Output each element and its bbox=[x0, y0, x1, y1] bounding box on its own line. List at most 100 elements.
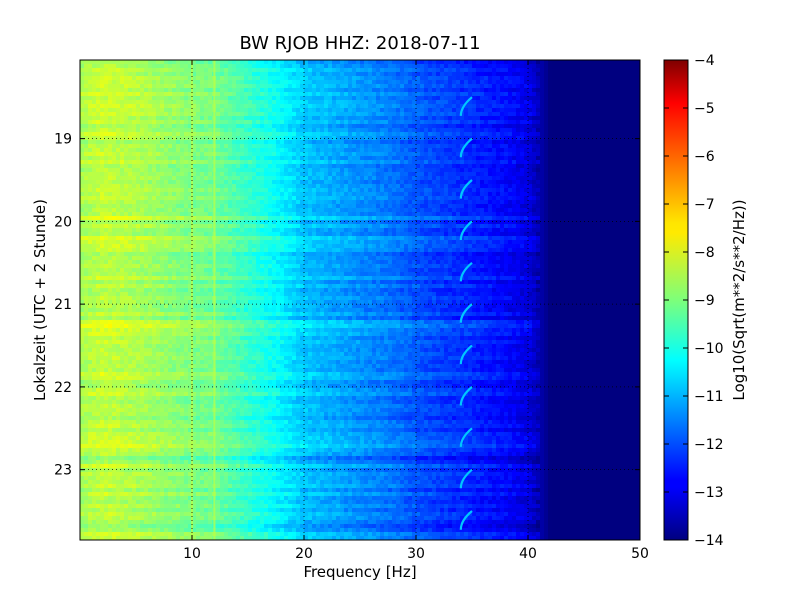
heatmap-cell bbox=[316, 144, 321, 149]
heatmap-cell bbox=[120, 96, 125, 101]
heatmap-cell bbox=[596, 160, 601, 165]
heatmap-cell bbox=[576, 180, 581, 185]
heatmap-cell bbox=[468, 128, 473, 133]
heatmap-cell bbox=[596, 168, 601, 173]
heatmap-cell bbox=[440, 164, 445, 169]
heatmap-cell bbox=[124, 68, 129, 73]
heatmap-cell bbox=[564, 76, 569, 81]
heatmap-cell bbox=[292, 148, 297, 153]
heatmap-cell bbox=[392, 172, 397, 177]
heatmap-cell bbox=[288, 100, 293, 105]
heatmap-cell bbox=[100, 104, 105, 109]
heatmap-cell bbox=[504, 84, 509, 89]
heatmap-cell bbox=[496, 192, 501, 197]
heatmap-cell bbox=[540, 68, 545, 73]
heatmap-cell bbox=[544, 60, 549, 65]
heatmap-cell bbox=[552, 196, 557, 201]
heatmap-cell bbox=[612, 60, 617, 65]
heatmap-cell bbox=[104, 72, 109, 77]
heatmap-cell bbox=[372, 200, 377, 205]
heatmap-cell bbox=[348, 196, 353, 201]
heatmap-cell bbox=[244, 64, 249, 69]
heatmap-cell bbox=[312, 104, 317, 109]
heatmap-cell bbox=[272, 200, 277, 205]
heatmap-cell bbox=[440, 192, 445, 197]
heatmap-cell bbox=[148, 144, 153, 149]
heatmap-cell bbox=[584, 148, 589, 153]
heatmap-cell bbox=[348, 180, 353, 185]
heatmap-cell bbox=[340, 60, 345, 65]
heatmap-cell bbox=[116, 136, 121, 141]
heatmap-cell bbox=[208, 112, 213, 117]
heatmap-cell bbox=[540, 180, 545, 185]
heatmap-cell bbox=[608, 152, 613, 157]
heatmap-cell bbox=[576, 72, 581, 77]
heatmap-cell bbox=[512, 80, 517, 85]
heatmap-cell bbox=[456, 160, 461, 165]
heatmap-cell bbox=[208, 84, 213, 89]
heatmap-cell bbox=[444, 164, 449, 169]
heatmap-cell bbox=[312, 80, 317, 85]
heatmap-cell bbox=[596, 76, 601, 81]
heatmap-cell bbox=[432, 64, 437, 69]
heatmap-cell bbox=[96, 100, 101, 105]
heatmap-cell bbox=[396, 92, 401, 97]
heatmap-cell bbox=[164, 164, 169, 169]
heatmap-cell bbox=[84, 104, 89, 109]
heatmap-cell bbox=[464, 128, 469, 133]
heatmap-cell bbox=[268, 116, 273, 121]
heatmap-cell bbox=[176, 192, 181, 197]
heatmap-cell bbox=[364, 168, 369, 173]
heatmap-cell bbox=[412, 116, 417, 121]
heatmap-cell bbox=[428, 108, 433, 113]
heatmap-cell bbox=[144, 164, 149, 169]
heatmap-cell bbox=[288, 68, 293, 73]
heatmap-cell bbox=[584, 144, 589, 149]
heatmap-cell bbox=[520, 140, 525, 145]
heatmap-cell bbox=[484, 88, 489, 93]
heatmap-cell bbox=[92, 172, 97, 177]
heatmap-cell bbox=[576, 100, 581, 105]
heatmap-cell bbox=[108, 84, 113, 89]
heatmap-cell bbox=[544, 100, 549, 105]
heatmap-cell bbox=[392, 136, 397, 141]
heatmap-cell bbox=[80, 160, 85, 165]
heatmap-cell bbox=[592, 72, 597, 77]
heatmap-cell bbox=[284, 132, 289, 137]
heatmap-cell bbox=[152, 112, 157, 117]
heatmap-cell bbox=[320, 132, 325, 137]
heatmap-cell bbox=[232, 92, 237, 97]
heatmap-cell bbox=[408, 144, 413, 149]
heatmap-cell bbox=[532, 84, 537, 89]
heatmap-cell bbox=[144, 172, 149, 177]
heatmap-cell bbox=[360, 76, 365, 81]
heatmap-cell bbox=[196, 160, 201, 165]
heatmap-cell bbox=[588, 148, 593, 153]
heatmap-cell bbox=[536, 128, 541, 133]
heatmap-cell bbox=[492, 132, 497, 137]
heatmap-cell bbox=[392, 104, 397, 109]
heatmap-cell bbox=[448, 112, 453, 117]
heatmap-cell bbox=[576, 116, 581, 121]
heatmap-cell bbox=[296, 184, 301, 189]
heatmap-cell bbox=[160, 108, 165, 113]
heatmap-cell bbox=[280, 92, 285, 97]
heatmap-cell bbox=[104, 128, 109, 133]
heatmap-cell bbox=[220, 84, 225, 89]
heatmap-cell bbox=[600, 136, 605, 141]
heatmap-cell bbox=[152, 60, 157, 65]
heatmap-cell bbox=[248, 136, 253, 141]
heatmap-cell bbox=[268, 152, 273, 157]
heatmap-cell bbox=[552, 152, 557, 157]
heatmap-cell bbox=[428, 192, 433, 197]
heatmap-cell bbox=[124, 60, 129, 65]
heatmap-cell bbox=[124, 116, 129, 121]
heatmap-cell bbox=[592, 156, 597, 161]
heatmap-cell bbox=[572, 140, 577, 145]
heatmap-cell bbox=[216, 148, 221, 153]
heatmap-cell bbox=[608, 124, 613, 129]
heatmap-cell bbox=[108, 160, 113, 165]
heatmap-cell bbox=[444, 156, 449, 161]
heatmap-cell bbox=[352, 148, 357, 153]
heatmap-cell bbox=[276, 192, 281, 197]
